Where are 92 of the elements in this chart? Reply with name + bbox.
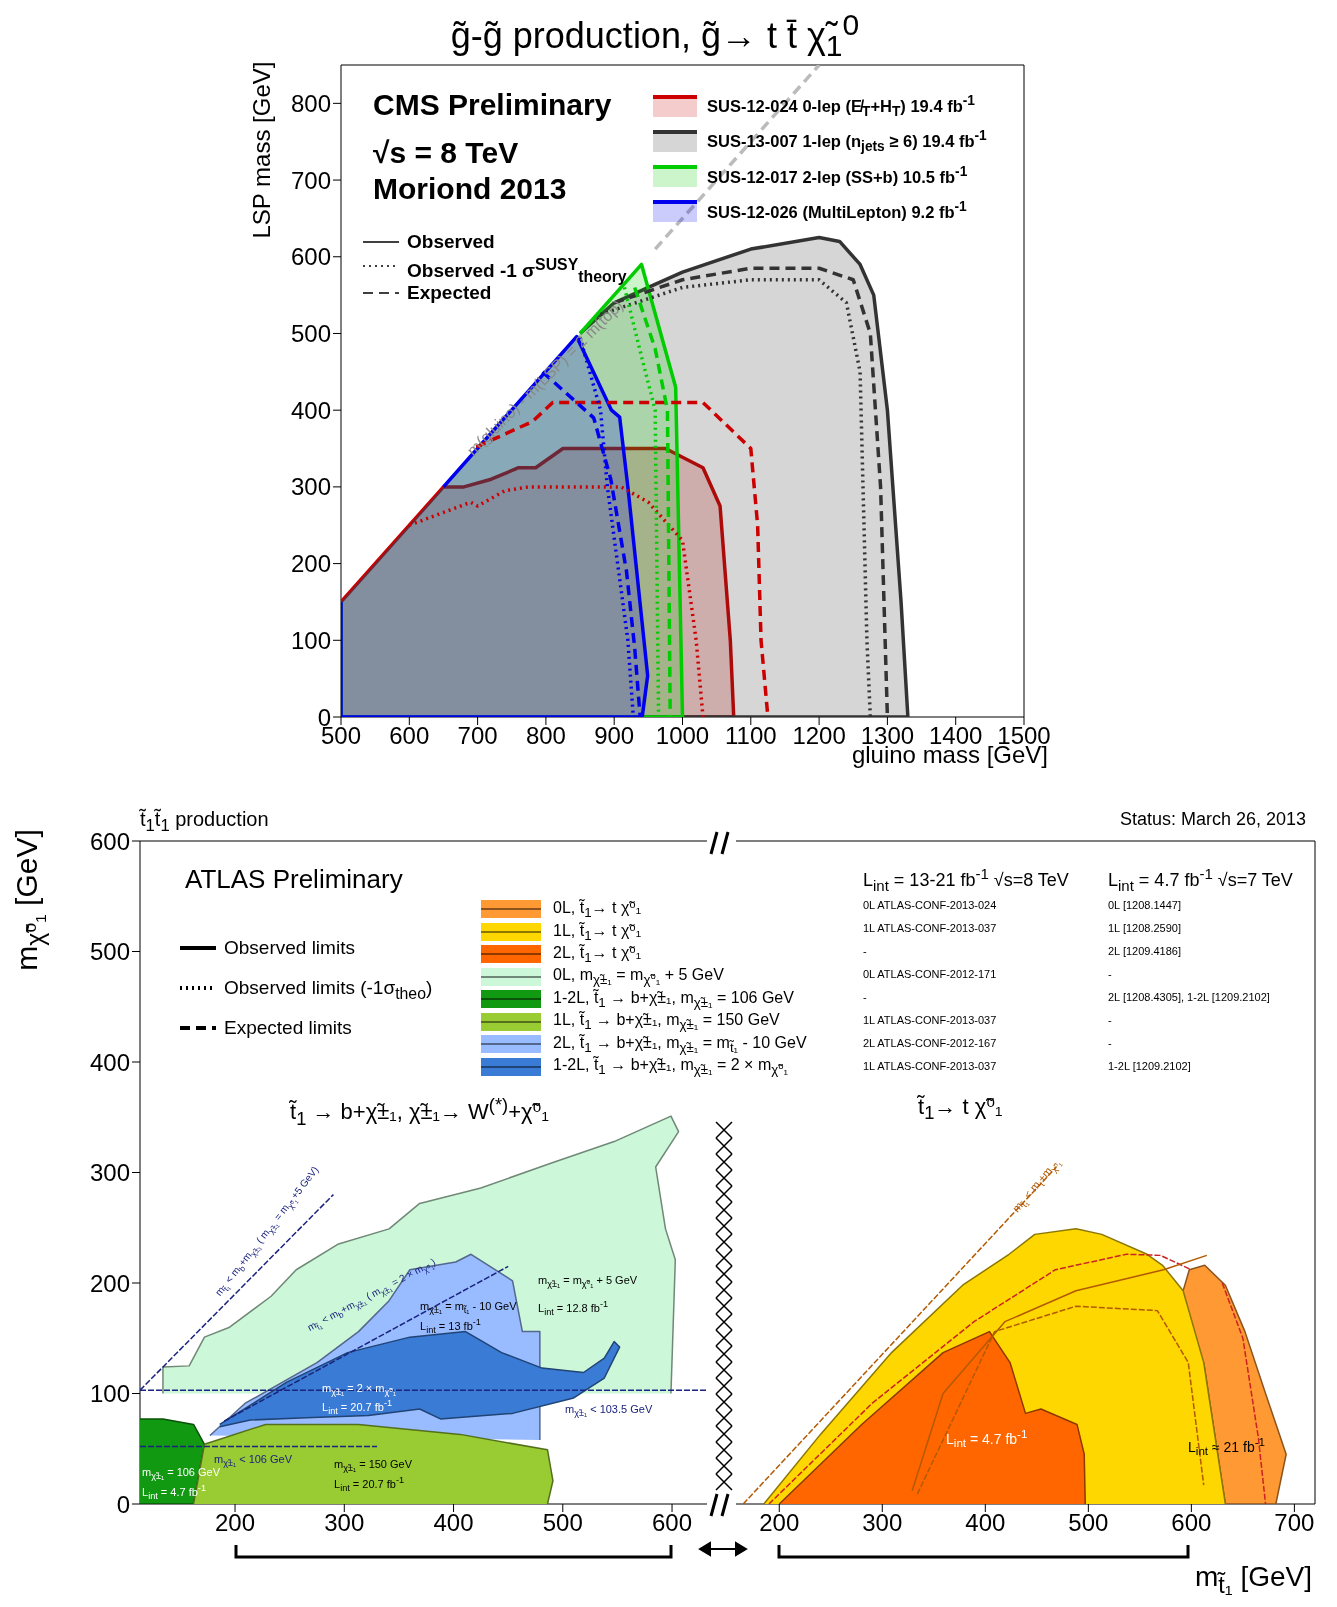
x-tick-label: 200 bbox=[215, 1509, 256, 1537]
x-tick-label: 1200 bbox=[792, 722, 846, 750]
legend-label: 1L, t̃$_{1}$→ t χ̃⁰₁ bbox=[553, 920, 642, 943]
chart-title: t̃$_{1}$t̃$_{1}$ production bbox=[140, 808, 269, 836]
annotation: - bbox=[1108, 1014, 1112, 1027]
annotation: L$_{int}$ = 4.7 fb$^{-1}$ bbox=[946, 1427, 1028, 1451]
annotation: L$_{int}$ = 12.8 fb$^{-1}$ bbox=[538, 1299, 609, 1317]
y-tick-label: 100 bbox=[89, 1380, 130, 1408]
annotation: - bbox=[863, 945, 867, 958]
legend-label: SUS-13-007 1-lep (n$_{jets}$ ≥ 6) 19.4 fb$^{-1}$ bbox=[707, 127, 987, 154]
annotation: - bbox=[863, 991, 867, 1004]
annotation: m$_{χ̃±₁}$ = 2 × m$_{χ̃⁰₁}$ bbox=[322, 1382, 397, 1398]
annotation: t̃$_{1}$→ t χ̃⁰₁ bbox=[918, 1094, 1003, 1124]
annotation: 2L ATLAS-CONF-2012-167 bbox=[863, 1037, 997, 1050]
y-tick-label: 100 bbox=[290, 626, 331, 654]
annotation: √s = 8 TeV bbox=[373, 136, 519, 169]
legend-label: 1L, t̃$_{1}$ → b+χ̃±₁, m$_{χ̃±₁}$ = 150 GeV bbox=[553, 1011, 780, 1033]
annotation: 1L ATLAS-CONF-2013-037 bbox=[863, 922, 997, 935]
annotation: Observed bbox=[407, 231, 495, 253]
y-tick-label: 400 bbox=[290, 396, 331, 424]
y-tick-label: 300 bbox=[290, 473, 331, 501]
x-tick-label: 1100 bbox=[725, 722, 777, 750]
legend-label: 0L, m$_{χ̃±₁}$ = m$_{χ̃⁰₁}$ + 5 GeV bbox=[553, 966, 724, 988]
y-tick-label: 500 bbox=[89, 938, 130, 966]
x-axis-title: m$_{t̃₁}$ [GeV] bbox=[1194, 1561, 1312, 1599]
legend-label: SUS-12-026 (MultiLepton) 9.2 fb$^{-1}$ bbox=[707, 199, 967, 222]
annotation: L$_{int}$ ≈ 21 fb$^{-1}$ bbox=[1188, 1435, 1266, 1459]
annotation: Moriond 2013 bbox=[373, 172, 567, 205]
y-tick-label: 500 bbox=[290, 319, 331, 347]
y-axis-title: LSP mass [GeV] bbox=[247, 61, 276, 239]
annotation: 0L [1208.1447] bbox=[1108, 899, 1181, 912]
y-tick-label: 400 bbox=[89, 1048, 130, 1076]
annotation: 2L [1209.4186] bbox=[1108, 945, 1181, 958]
x-tick-label: 1000 bbox=[655, 722, 710, 750]
annotation: t̃$_{1}$ → b+χ̃±₁, χ̃±₁→ W$^{(*)}$+χ̃⁰₁ bbox=[290, 1094, 549, 1129]
chart-title: Status: March 26, 2013 bbox=[1119, 809, 1306, 830]
annotation: 1-2L [1209.2102] bbox=[1108, 1060, 1191, 1073]
x-tick-label: 400 bbox=[433, 1509, 474, 1537]
x-tick-label: 700 bbox=[457, 722, 498, 750]
y-tick-label: 0 bbox=[116, 1490, 130, 1518]
annotation: - bbox=[1108, 1037, 1112, 1050]
y-tick-label: 200 bbox=[290, 550, 331, 578]
x-tick-label: 900 bbox=[594, 722, 635, 750]
annotation: 1L ATLAS-CONF-2013-037 bbox=[863, 1060, 997, 1073]
x-tick-label: 700 bbox=[1274, 1509, 1315, 1537]
annotation: m$_{χ̃±₁}$ < 103.5 GeV bbox=[565, 1403, 653, 1419]
x-tick-label: 300 bbox=[862, 1509, 903, 1537]
x-tick-label: 600 bbox=[652, 1509, 693, 1537]
annotation: m$_{χ̃±₁}$ = m$_{t̃₁}$ - 10 GeV bbox=[420, 1300, 517, 1316]
annotation: 1L ATLAS-CONF-2013-037 bbox=[863, 1014, 997, 1027]
annotation: L$_{int}$ = 20.7 fb$^{-1}$ bbox=[334, 1475, 405, 1493]
annotation: L$_{int}$ = 13-21 fb$^{-1}$ √s=8 TeV bbox=[863, 865, 1069, 895]
y-tick-label: 800 bbox=[290, 89, 331, 117]
annotation: - bbox=[1108, 968, 1112, 981]
legend-label: 1-2L, t̃$_{1}$ → b+χ̃±₁, m$_{χ̃±₁}$ = 2 × m$_{χ̃⁰₁}$ bbox=[553, 1056, 789, 1078]
y-tick-label: 600 bbox=[290, 243, 331, 271]
annotation: m$_{χ̃±₁}$ < 106 GeV bbox=[214, 1453, 293, 1469]
annotation: Observed limits (-1σ$_{theo}$) bbox=[224, 977, 433, 1003]
x-tick-label: 600 bbox=[1171, 1509, 1212, 1537]
annotation: m$_{χ̃±₁}$ = 106 GeV bbox=[142, 1466, 221, 1482]
legend-label: SUS-12-024 0-lep (E̸$_{T}$+H$_{T}$) 19.4 fb$^{-1}$ bbox=[707, 92, 975, 119]
annotation: L$_{int}$ = 20.7 fb$^{-1}$ bbox=[322, 1398, 393, 1416]
annotation: 2L [1208.4305], 1-2L [1209.2102] bbox=[1108, 991, 1270, 1004]
x-tick-label: 300 bbox=[324, 1509, 365, 1537]
x-tick-label: 800 bbox=[525, 722, 566, 750]
y-tick-label: 300 bbox=[89, 1159, 130, 1187]
y-tick-label: 700 bbox=[290, 166, 331, 194]
x-tick-label: 600 bbox=[389, 722, 430, 750]
x-tick-label: 500 bbox=[542, 1509, 583, 1537]
x-tick-label: 500 bbox=[1068, 1509, 1109, 1537]
legend-label: 2L, t̃$_{1}$ → b+χ̃±₁, m$_{χ̃±₁}$ = m$_{t̃₁}$ - 10 GeV bbox=[553, 1033, 807, 1055]
annotation: L$_{int}$ = 4.7 fb$^{-1}$ √s=7 TeV bbox=[1108, 865, 1293, 895]
legend-label: 2L, t̃$_{1}$→ t χ̃⁰₁ bbox=[553, 943, 642, 966]
annotation: m$_{χ̃±₁}$ = 150 GeV bbox=[334, 1458, 413, 1474]
annotation: 0L ATLAS-CONF-2013-024 bbox=[863, 899, 997, 912]
annotation: 1L [1208.2590] bbox=[1108, 922, 1181, 935]
legend-label: 1-2L, t̃$_{1}$ → b+χ̃±₁, m$_{χ̃±₁}$ = 106 GeV bbox=[553, 988, 794, 1010]
annotation: L$_{int}$ = 13 fb$^{-1}$ bbox=[420, 1317, 481, 1335]
annotation: Expected bbox=[407, 282, 492, 304]
annotation: ATLAS Preliminary bbox=[185, 864, 403, 894]
x-tick-label: 400 bbox=[965, 1509, 1006, 1537]
x-tick-label: 200 bbox=[759, 1509, 800, 1537]
annotation: m$_{χ̃±₁}$ = m$_{χ̃⁰₁}$ + 5 GeV bbox=[538, 1274, 638, 1290]
y-tick-label: 600 bbox=[89, 827, 130, 855]
annotation: CMS Preliminary bbox=[373, 88, 612, 121]
legend-label: SUS-12-017 2-lep (SS+b) 10.5 fb$^{-1}$ bbox=[707, 164, 968, 187]
annotation: Expected limits bbox=[224, 1017, 352, 1039]
x-tick-label: 1400 bbox=[929, 722, 983, 750]
annotation: 0L ATLAS-CONF-2012-171 bbox=[863, 968, 997, 981]
y-tick-label: 200 bbox=[89, 1269, 130, 1297]
annotation: Observed limits bbox=[224, 937, 355, 959]
legend-label: 0L, t̃$_{1}$→ t χ̃⁰₁ bbox=[553, 898, 642, 921]
